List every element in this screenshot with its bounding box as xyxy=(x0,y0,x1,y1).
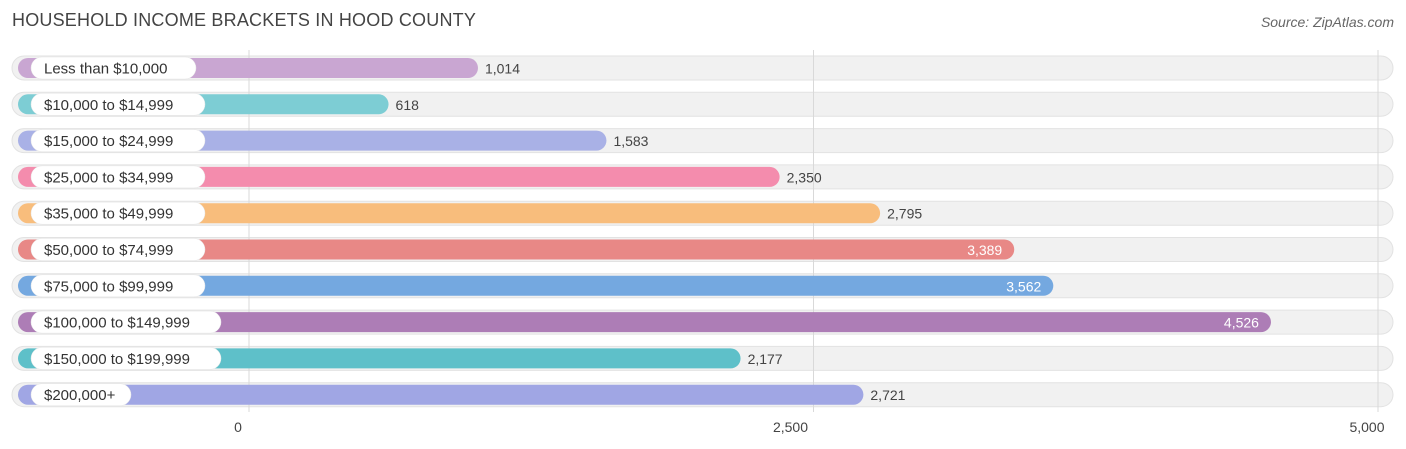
value-label: 2,721 xyxy=(870,387,905,403)
bar xyxy=(18,166,780,187)
category-label: $15,000 to $24,999 xyxy=(44,133,173,150)
category-label: $150,000 to $199,999 xyxy=(44,351,190,368)
category-pill xyxy=(30,310,222,334)
category-pill xyxy=(30,238,206,261)
value-label: 2,177 xyxy=(748,351,783,367)
value-label: 4,526 xyxy=(1224,315,1259,331)
value-label: 1,583 xyxy=(613,133,648,149)
category-pill xyxy=(30,347,222,370)
category-label: $50,000 to $74,999 xyxy=(44,242,173,259)
category-pill xyxy=(30,56,197,80)
category-label: $200,000+ xyxy=(44,387,116,404)
category-pill xyxy=(30,129,206,152)
x-tick-label: 0 xyxy=(234,419,242,435)
bar xyxy=(18,239,1015,260)
x-tick-label: 2,500 xyxy=(773,419,808,435)
category-pill xyxy=(30,383,132,406)
source-label: Source: ZipAtlas.com xyxy=(1260,14,1394,30)
bar xyxy=(18,275,1054,296)
bar xyxy=(18,384,864,405)
bar xyxy=(18,312,1271,333)
value-label: 3,389 xyxy=(967,242,1002,258)
category-pill xyxy=(30,274,206,298)
chart-title: HOUSEHOLD INCOME BRACKETS IN HOOD COUNTY xyxy=(12,10,477,30)
category-label: Less than $10,000 xyxy=(44,61,167,78)
value-label: 1,014 xyxy=(485,61,520,77)
value-label: 618 xyxy=(396,97,420,113)
bar xyxy=(18,203,881,224)
category-pill xyxy=(30,165,206,189)
category-label: $75,000 to $99,999 xyxy=(44,278,173,295)
category-pill xyxy=(30,93,206,116)
category-label: $25,000 to $34,999 xyxy=(44,169,173,186)
x-tick-label: 5,000 xyxy=(1349,419,1384,435)
value-label: 3,562 xyxy=(1006,278,1041,294)
category-label: $35,000 to $49,999 xyxy=(44,206,173,223)
category-label: $100,000 to $149,999 xyxy=(44,315,190,332)
category-pill xyxy=(30,201,206,225)
value-label: 2,350 xyxy=(787,169,822,185)
category-label: $10,000 to $14,999 xyxy=(44,97,173,114)
value-label: 2,795 xyxy=(887,206,922,222)
